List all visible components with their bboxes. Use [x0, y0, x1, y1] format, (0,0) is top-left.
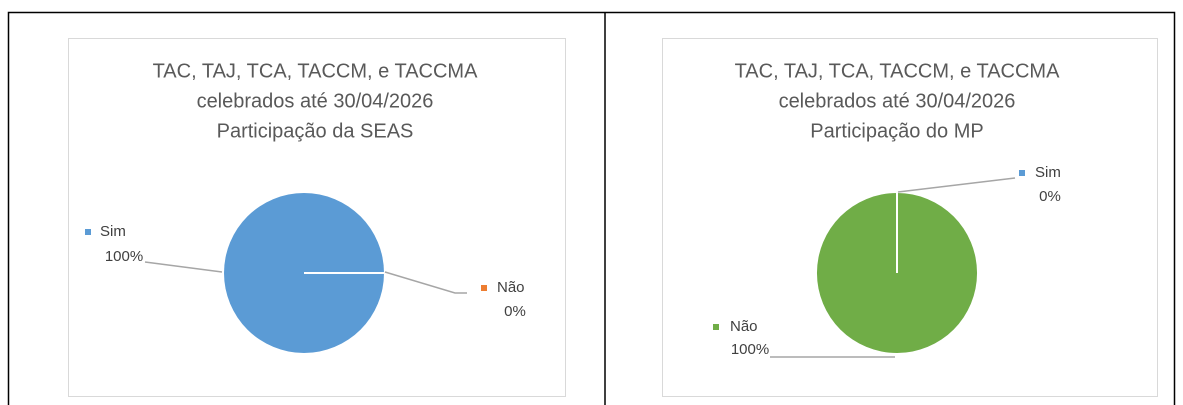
chart-title: celebrados até 30/04/2026	[197, 90, 434, 112]
legend-swatch	[1019, 170, 1025, 176]
leader-line	[897, 177, 1016, 193]
category-label: Não	[730, 318, 758, 335]
value-label: 0%	[1039, 188, 1061, 205]
category-label: Sim	[1035, 164, 1061, 181]
chart-title: Participação do MP	[810, 120, 983, 142]
value-label: 100%	[731, 341, 769, 358]
category-label: Não	[497, 279, 525, 296]
value-label: 100%	[105, 248, 143, 265]
leader-line	[384, 271, 467, 294]
legend-swatch	[713, 324, 719, 330]
chart-title: TAC, TAJ, TCA, TACCM, e TACCMA	[735, 60, 1061, 82]
category-label: Sim	[100, 223, 126, 240]
leader-line	[144, 261, 223, 273]
legend-swatch	[85, 229, 91, 235]
legend-swatch	[481, 285, 487, 291]
chart-title: celebrados até 30/04/2026	[779, 90, 1016, 112]
table-border	[7, 11, 1176, 405]
value-label: 0%	[504, 303, 526, 320]
chart-title: Participação da SEAS	[217, 120, 414, 142]
chart-title: TAC, TAJ, TCA, TACCM, e TACCMA	[153, 60, 479, 82]
